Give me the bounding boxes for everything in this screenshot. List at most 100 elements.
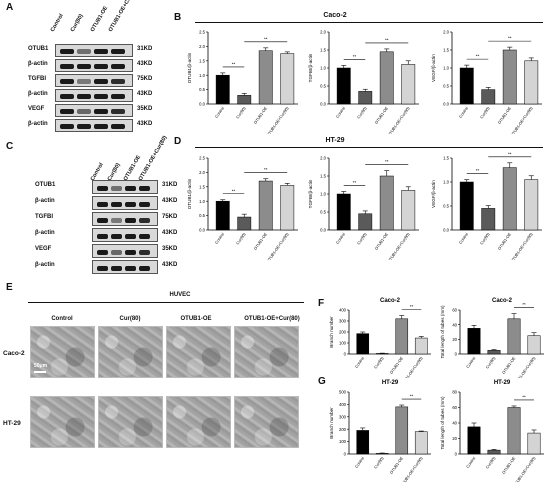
x-tick-label: Cur(80) — [485, 455, 497, 469]
y-tick-label: 100 — [339, 341, 347, 346]
significance-label: ** — [476, 168, 480, 173]
blot-band — [111, 94, 125, 99]
significance-label: ** — [264, 36, 268, 41]
micrograph — [166, 326, 231, 378]
huvec-tube-formation: Control Cur(80) OTUB1-OE OTUB1-OE+Cur(80… — [0, 300, 310, 480]
micrograph: 50μm — [30, 326, 95, 378]
blot-band — [111, 185, 122, 191]
blot-band — [111, 217, 122, 223]
blot-kd-label: 75KD — [137, 76, 153, 82]
bar — [481, 208, 496, 231]
blot-band — [139, 249, 150, 255]
blot-band — [77, 94, 91, 99]
bar — [379, 175, 394, 231]
blot-band — [97, 249, 108, 255]
y-tick-label: 0.5 — [199, 87, 205, 92]
bar — [336, 193, 351, 231]
blot-strip — [92, 212, 158, 226]
western-blot-caco2: Control Cur(80) OTUB1-OE OTUB1-OE+Cur(80… — [0, 0, 170, 135]
lane-label: Control — [49, 13, 65, 33]
significance-label: ** — [353, 180, 357, 185]
y-tick-label: 300 — [339, 319, 347, 324]
micrograph — [234, 326, 299, 378]
x-tick-label: OTUB1-OE — [253, 231, 269, 250]
y-axis-label: Total length of tubes (mm) — [440, 305, 445, 359]
x-tick-label: OTUB1-OE — [497, 231, 513, 250]
panel-b-rule — [195, 22, 543, 23]
y-axis-label: Branch number — [329, 407, 334, 439]
lane-label: Control — [89, 162, 105, 182]
x-tick-label: OTUB1-OE+Cur(80) — [386, 231, 411, 260]
x-tick-label: Control — [458, 232, 469, 245]
bar — [467, 426, 481, 455]
y-tick-label: 400 — [339, 402, 347, 407]
blot-band — [111, 265, 122, 271]
blot-band — [97, 185, 108, 191]
x-tick-label: OTUB1-OE+Cur(80) — [509, 105, 534, 134]
y-tick-label: 0.5 — [443, 204, 449, 209]
y-tick-label: 1.0 — [320, 66, 326, 71]
panel-b-title: Caco-2 — [323, 12, 347, 19]
blot-band — [94, 124, 108, 129]
mic-col-header: Cur(80) — [119, 316, 141, 322]
blot-band — [139, 217, 150, 223]
blot-strip — [55, 119, 133, 132]
bar — [280, 185, 295, 231]
blot-band — [60, 109, 74, 114]
y-tick-label: 40 — [452, 322, 457, 327]
y-axis-label: VEGF/β-actin — [431, 54, 436, 82]
chart-g2-length: HT-29 0 20 40 60 80 Total length of tubes (mm)… — [440, 380, 544, 482]
bar — [395, 406, 409, 455]
y-tick-label: 1.0 — [199, 199, 205, 204]
chart-g1-branch: HT-29 0 100 200 300 400 500 Branch number Contro… — [329, 380, 431, 482]
y-tick-label: 1.5 — [443, 48, 449, 53]
blot-band — [125, 233, 136, 239]
chart-b1-otub1: 0.0 0.5 1.0 1.5 2.0 2.5 OTUB1/β-actin Control Cu… — [187, 30, 298, 134]
significance-label: ** — [410, 394, 414, 399]
bar — [237, 216, 252, 231]
y-tick-label: 60 — [452, 308, 457, 313]
bar — [375, 453, 389, 455]
y-tick-label: 80 — [452, 390, 457, 395]
significance-label: ** — [353, 54, 357, 59]
blot-strip — [92, 260, 158, 274]
bar — [481, 89, 496, 105]
y-tick-label: 0.0 — [320, 102, 326, 107]
x-tick-label: Cur(80) — [373, 355, 385, 369]
bar — [356, 430, 370, 455]
y-tick-label: 1.5 — [320, 48, 326, 53]
bar — [237, 95, 252, 105]
y-tick-label: 0.0 — [443, 228, 449, 233]
blot-strip — [55, 59, 133, 72]
blot-row-label: TGFBI — [35, 214, 53, 220]
chart-d3-vegf: 0.0 0.5 1.0 1.5 VEGF/β-actin Control Cur(80) OT… — [431, 151, 542, 260]
blot-band — [111, 249, 122, 255]
blot-strip — [55, 104, 133, 117]
x-tick-label: OTUB1-OE — [501, 455, 517, 474]
blot-row-label: β-actin — [35, 230, 55, 236]
x-tick-label: Control — [465, 356, 476, 369]
y-tick-label: 1.0 — [199, 73, 205, 78]
blot-kd-label: 43KD — [137, 121, 153, 127]
blot-strip — [55, 74, 133, 87]
y-tick-label: 60 — [452, 405, 457, 410]
significance-label: ** — [264, 167, 268, 172]
blot-band — [94, 64, 108, 69]
y-tick-label: 100 — [339, 439, 347, 444]
significance-label: ** — [508, 151, 512, 156]
y-tick-label: 1.0 — [443, 180, 449, 185]
blot-strip — [92, 180, 158, 194]
bar — [379, 51, 394, 105]
panel-d-rule — [195, 147, 543, 148]
x-tick-label: OTUB1-OE — [374, 231, 390, 250]
blot-band — [97, 265, 108, 271]
bar — [414, 337, 428, 355]
y-tick-label: 0.5 — [320, 210, 326, 215]
y-tick-label: 0.5 — [199, 213, 205, 218]
bar — [502, 49, 517, 105]
y-tick-label: 2.0 — [443, 30, 449, 35]
blot-band — [77, 109, 91, 114]
chart-b3-vegf: 0.0 0.5 1.0 1.5 2.0 VEGF/β-actin Control Cur(80… — [431, 30, 542, 134]
significance-label: ** — [410, 304, 414, 309]
chart-b2-tgfbi: 0.0 0.5 1.0 1.5 2.0 TGFBI/β-actin Control Cur(8… — [308, 30, 419, 134]
